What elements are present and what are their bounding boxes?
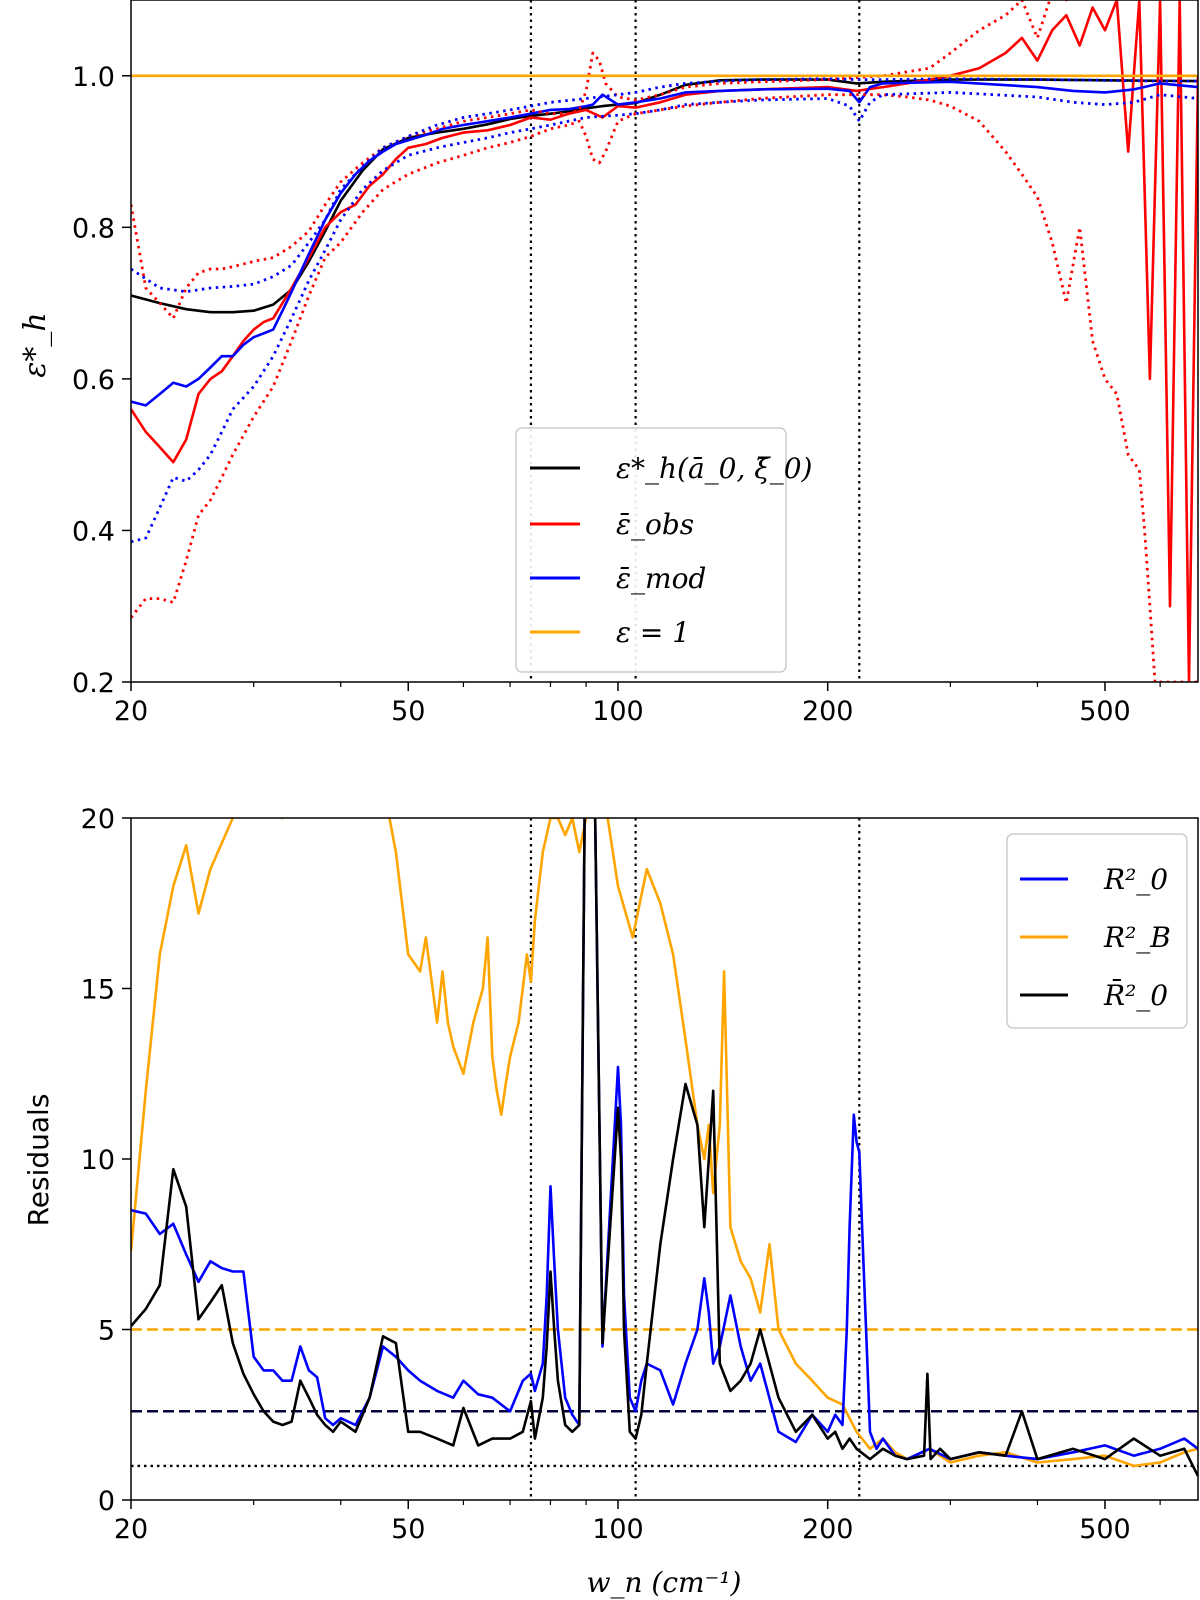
- series-line--obs-band-upper-3: [131, 0, 1069, 320]
- y-tick-label-1.0: 1.0: [72, 62, 115, 93]
- y-tick-label-5: 5: [98, 1316, 115, 1347]
- series-line-r-b-0: [131, 818, 1198, 1468]
- series-line-r-0-1: [131, 818, 1198, 1461]
- x-tick-label-500: 500: [1079, 696, 1131, 727]
- series-line-r-0-2: [131, 818, 1198, 1477]
- legend-label-eps-mod: ε̄_mod: [616, 562, 706, 595]
- x-tick-label-200: 200: [802, 1514, 854, 1545]
- series-line--mod-band-upper-5: [131, 77, 1198, 294]
- x-tick-label-20: 20: [114, 1514, 148, 1545]
- series-line--obs-band-lower-4: [131, 93, 1198, 682]
- series-line--h-0-0--0: [131, 78, 1198, 314]
- y-tick-label-0.8: 0.8: [72, 213, 115, 244]
- legend-label-rbar0: R̄²_0: [1103, 978, 1168, 1012]
- bottom-x-axis-label: w_n (cm⁻¹): [587, 1566, 742, 1599]
- x-tick-label-500: 500: [1079, 1514, 1131, 1545]
- legend-label-eps-1: ε = 1: [616, 616, 690, 649]
- legend-label-eps-obs: ε̄_obs: [616, 508, 694, 541]
- top-y-axis-label: ε*_h: [18, 312, 53, 377]
- x-tick-label-50: 50: [391, 696, 425, 727]
- legend-label-rb: R²_B: [1103, 921, 1171, 954]
- y-tick-label-15: 15: [81, 975, 115, 1006]
- x-tick-label-20: 20: [114, 696, 148, 727]
- top-x-axis: 20 50 100 200 500: [114, 682, 1161, 727]
- bottom-series-group: [131, 818, 1198, 1477]
- series-line--mod-2: [131, 80, 1198, 407]
- top-series-group: [131, 0, 1198, 682]
- y-tick-label-10: 10: [81, 1145, 115, 1176]
- x-tick-label-100: 100: [592, 1514, 644, 1545]
- x-tick-label-50: 50: [391, 1514, 425, 1545]
- bottom-y-axis: 0 5 10 15 20: [81, 804, 131, 1517]
- y-tick-label-20: 20: [81, 804, 115, 835]
- legend-label-eps-h: ε*_h(ā_0, ξ̄_0): [616, 452, 812, 485]
- bottom-legend: R²_0 R²_B R̄²_0: [1006, 833, 1188, 1029]
- y-tick-label-0.6: 0.6: [72, 365, 115, 396]
- x-tick-label-200: 200: [802, 696, 854, 727]
- x-tick-label-100: 100: [592, 696, 644, 727]
- top-y-axis: 0.2 0.4 0.6 0.8 1.0: [72, 62, 131, 699]
- bottom-y-axis-label: Residuals: [22, 1094, 55, 1227]
- residuals-panel: 20 50 100 200 500 0 5 10 15 20 Residuals w_n (cm…: [22, 804, 1199, 1599]
- y-tick-label-0: 0: [98, 1486, 115, 1517]
- top-legend: ε*_h(ā_0, ξ̄_0) ε̄_obs ε̄_mod ε = 1: [515, 427, 812, 673]
- legend-label-r0: R²_0: [1103, 863, 1168, 896]
- y-tick-label-0.2: 0.2: [72, 668, 115, 699]
- series-line--obs-1: [131, 0, 1198, 682]
- epsilon-panel: 20 50 100 200 500 0.2 0.4 0.6 0.8 1.0 ε*_h ε*_h(…: [18, 0, 1199, 727]
- bottom-horizontal-references: [131, 1328, 1198, 1468]
- bottom-x-axis: 20 50 100 200 500: [114, 1500, 1161, 1545]
- y-tick-label-0.4: 0.4: [72, 516, 115, 547]
- top-axes-frame: [130, 0, 1199, 683]
